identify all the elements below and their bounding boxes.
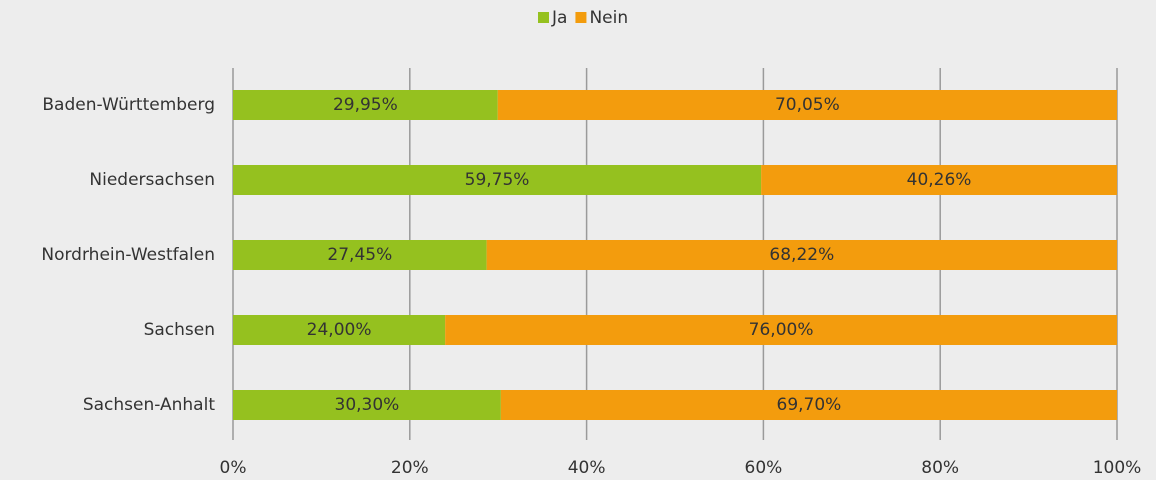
data-label: 29,95%	[333, 95, 398, 115]
x-tick-label: 60%	[745, 458, 783, 478]
bar-segment	[233, 390, 501, 420]
data-label: 70,05%	[775, 95, 840, 115]
data-label: 30,30%	[335, 395, 400, 415]
legend-label: Nein	[589, 8, 628, 28]
bar-segment	[445, 315, 1117, 345]
bar-segment	[233, 240, 487, 270]
category-label: Niedersachsen	[89, 170, 215, 190]
category-label: Baden-Württemberg	[42, 95, 215, 115]
bar-segment	[486, 240, 1117, 270]
category-label: Sachsen-Anhalt	[83, 395, 215, 415]
data-label: 68,22%	[769, 245, 834, 265]
data-label: 76,00%	[749, 320, 814, 340]
bar-segment	[500, 390, 1117, 420]
data-label: 24,00%	[307, 320, 372, 340]
data-label: 69,70%	[777, 395, 842, 415]
bar-segment	[233, 165, 762, 195]
legend-swatch	[575, 12, 587, 23]
legend-label: Ja	[551, 8, 567, 28]
data-label: 59,75%	[465, 170, 530, 190]
legend-swatch	[538, 12, 549, 23]
bar-segment	[233, 315, 446, 345]
bar-segment	[761, 165, 1117, 195]
data-label: 27,45%	[327, 245, 392, 265]
x-tick-label: 40%	[568, 458, 606, 478]
bar-segment	[497, 90, 1117, 120]
category-label: Nordrhein-Westfalen	[41, 245, 215, 265]
x-tick-label: 100%	[1093, 458, 1142, 478]
x-tick-label: 80%	[921, 458, 959, 478]
x-tick-label: 0%	[220, 458, 247, 478]
category-label: Sachsen	[144, 320, 215, 340]
x-tick-label: 20%	[391, 458, 429, 478]
bar-segment	[233, 90, 498, 120]
data-label: 40,26%	[907, 170, 972, 190]
